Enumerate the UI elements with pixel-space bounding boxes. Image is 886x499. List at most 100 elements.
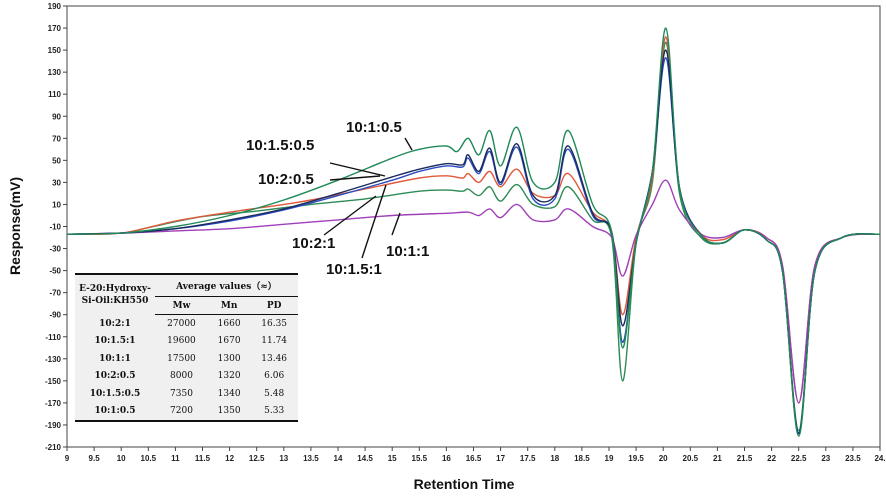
x-tick-label: 20	[659, 454, 668, 463]
x-tick-label: 23.5	[845, 454, 861, 463]
table-cell-pd: 5.33	[250, 402, 298, 422]
annotation-label: 10:1.5:1	[326, 261, 382, 278]
x-tick-label: 12.5	[249, 454, 265, 463]
y-tick-label: -210	[45, 443, 62, 452]
table-cell-ratio: 10:2:1	[99, 318, 131, 329]
annotation-label: 10:1:1	[386, 243, 429, 260]
y-tick-label: 30	[52, 178, 61, 187]
y-tick-label: -10	[49, 223, 61, 232]
table-header-composition: E-20:Hydroxy-Si-Oil:KH550	[75, 273, 155, 315]
table-row: 10:1:0.5 7200 1350 5.33	[75, 402, 298, 422]
y-tick-label: 70	[52, 134, 61, 143]
table-cell-mn: 1660	[217, 318, 241, 329]
x-tick-label: 14.5	[357, 454, 373, 463]
y-tick-label: 50	[52, 156, 61, 165]
y-tick-label: -190	[45, 421, 62, 430]
x-tick-label: 11.5	[195, 454, 211, 463]
x-tick-label: 16.5	[466, 454, 482, 463]
table-cell-mn: 1340	[217, 388, 241, 399]
x-tick-label: 19.5	[628, 454, 644, 463]
y-tick-label: -150	[45, 377, 62, 386]
x-tick-label: 17	[496, 454, 505, 463]
table-row: 10:1:1 17500 1300 13.46	[75, 350, 298, 368]
x-tick-label: 11	[171, 454, 180, 463]
table-cell-pd: 5.48	[264, 388, 285, 399]
annotation-leader	[329, 175, 381, 181]
x-tick-label: 16	[442, 454, 451, 463]
x-tick-label: 18.5	[574, 454, 590, 463]
y-tick-label: 110	[48, 90, 61, 99]
x-tick-label: 21	[713, 454, 722, 463]
table-cell-ratio: 10:1.5:0.5	[89, 388, 141, 399]
x-tick-label: 13.5	[303, 454, 319, 463]
x-tick-label: 24.	[874, 454, 885, 463]
x-tick-label: 10.5	[141, 454, 157, 463]
y-tick-label: -70	[49, 289, 61, 298]
table-cell-mn: 1300	[217, 353, 241, 364]
y-tick-label: 130	[48, 68, 62, 77]
series-layer	[66, 27, 881, 437]
table-row: 10:2:0.5 8000 1320 6.06	[75, 368, 298, 386]
table-header-pd: PD	[250, 296, 298, 315]
y-axis-title: Response(mV)	[7, 177, 23, 275]
y-tick-label: 10	[52, 200, 61, 209]
y-tick-label: 190	[48, 2, 62, 11]
series-line	[66, 27, 881, 437]
x-tick-label: 20.5	[683, 454, 699, 463]
annotation-leader	[361, 184, 387, 259]
annotation-layer: 10:1:0.5 10:1.5:0.5 10:2:0.5 10:2:1 10:1:110…	[246, 119, 429, 278]
annotation-leader	[329, 162, 386, 177]
x-tick-label: 13	[279, 454, 288, 463]
table-cell-ratio: 10:1.5:1	[94, 336, 136, 347]
y-tick-label: -110	[45, 333, 61, 342]
x-tick-label: 19	[605, 454, 614, 463]
annotation-label: 10:1.5:0.5	[246, 137, 314, 154]
y-tick-label: -90	[49, 311, 61, 320]
annotation-leader	[391, 212, 401, 236]
x-tick-label: 15.5	[412, 454, 428, 463]
table-header-mn: Mn	[207, 296, 251, 315]
annotation-label: 10:2:0.5	[258, 171, 314, 188]
table-cell-mw: 7350	[170, 388, 193, 399]
series-line	[66, 179, 881, 404]
composition-table: E-20:Hydroxy-Si-Oil:KH550 Average values…	[75, 273, 298, 422]
x-tick-label: 15	[388, 454, 397, 463]
table-cell-mw: 27000	[167, 318, 196, 329]
y-tick-label: 150	[48, 46, 62, 55]
table-cell-ratio: 10:2:0.5	[94, 371, 136, 382]
x-tick-label: 9.5	[89, 454, 101, 463]
table-row: 10:1.5:1 19600 1670 11.74	[75, 333, 298, 351]
table-cell-mn: 1320	[217, 371, 241, 382]
table-cell-mw: 19600	[167, 336, 196, 347]
y-tick-label: -170	[45, 399, 62, 408]
x-tick-label: 21.5	[737, 454, 753, 463]
y-tick-label: -30	[49, 245, 61, 254]
x-tick-label: 12	[225, 454, 234, 463]
x-tick-label: 17.5	[520, 454, 536, 463]
annotation-label: 10:1:0.5	[346, 119, 402, 136]
y-tick-label: 90	[52, 112, 61, 121]
x-axis-title: Retention Time	[414, 476, 515, 492]
table-cell-mn: 1670	[217, 336, 241, 347]
table-cell-pd: 16.35	[261, 318, 288, 329]
table-cell-mw: 17500	[167, 353, 196, 364]
table-row: 10:1.5:0.5 7350 1340 5.48	[75, 385, 298, 403]
table-header-mw: Mw	[155, 296, 208, 315]
table-cell-mw: 8000	[170, 371, 193, 382]
table-row: 10:2:1 27000 1660 16.35	[75, 315, 298, 333]
table-cell-ratio: 10:1:0.5	[75, 402, 155, 422]
annotation-leader	[323, 195, 377, 236]
x-axis-ticks: 9 9.5 10 10.5 11 11.5 12 12.5 13 13.5 14 14.5 15 15.5…	[65, 447, 886, 463]
y-tick-label: -130	[45, 355, 62, 364]
x-tick-label: 23	[821, 454, 830, 463]
table-cell-pd: 11.74	[261, 336, 288, 347]
x-tick-label: 22.5	[791, 454, 807, 463]
x-tick-label: 22	[767, 454, 776, 463]
table-cell-mw: 7200	[155, 402, 208, 422]
annotation-leader	[404, 137, 413, 151]
table-cell-pd: 6.06	[264, 371, 285, 382]
annotation-label: 10:2:1	[292, 235, 335, 252]
x-tick-label: 18	[550, 454, 559, 463]
table-cell-pd: 13.46	[261, 353, 288, 364]
